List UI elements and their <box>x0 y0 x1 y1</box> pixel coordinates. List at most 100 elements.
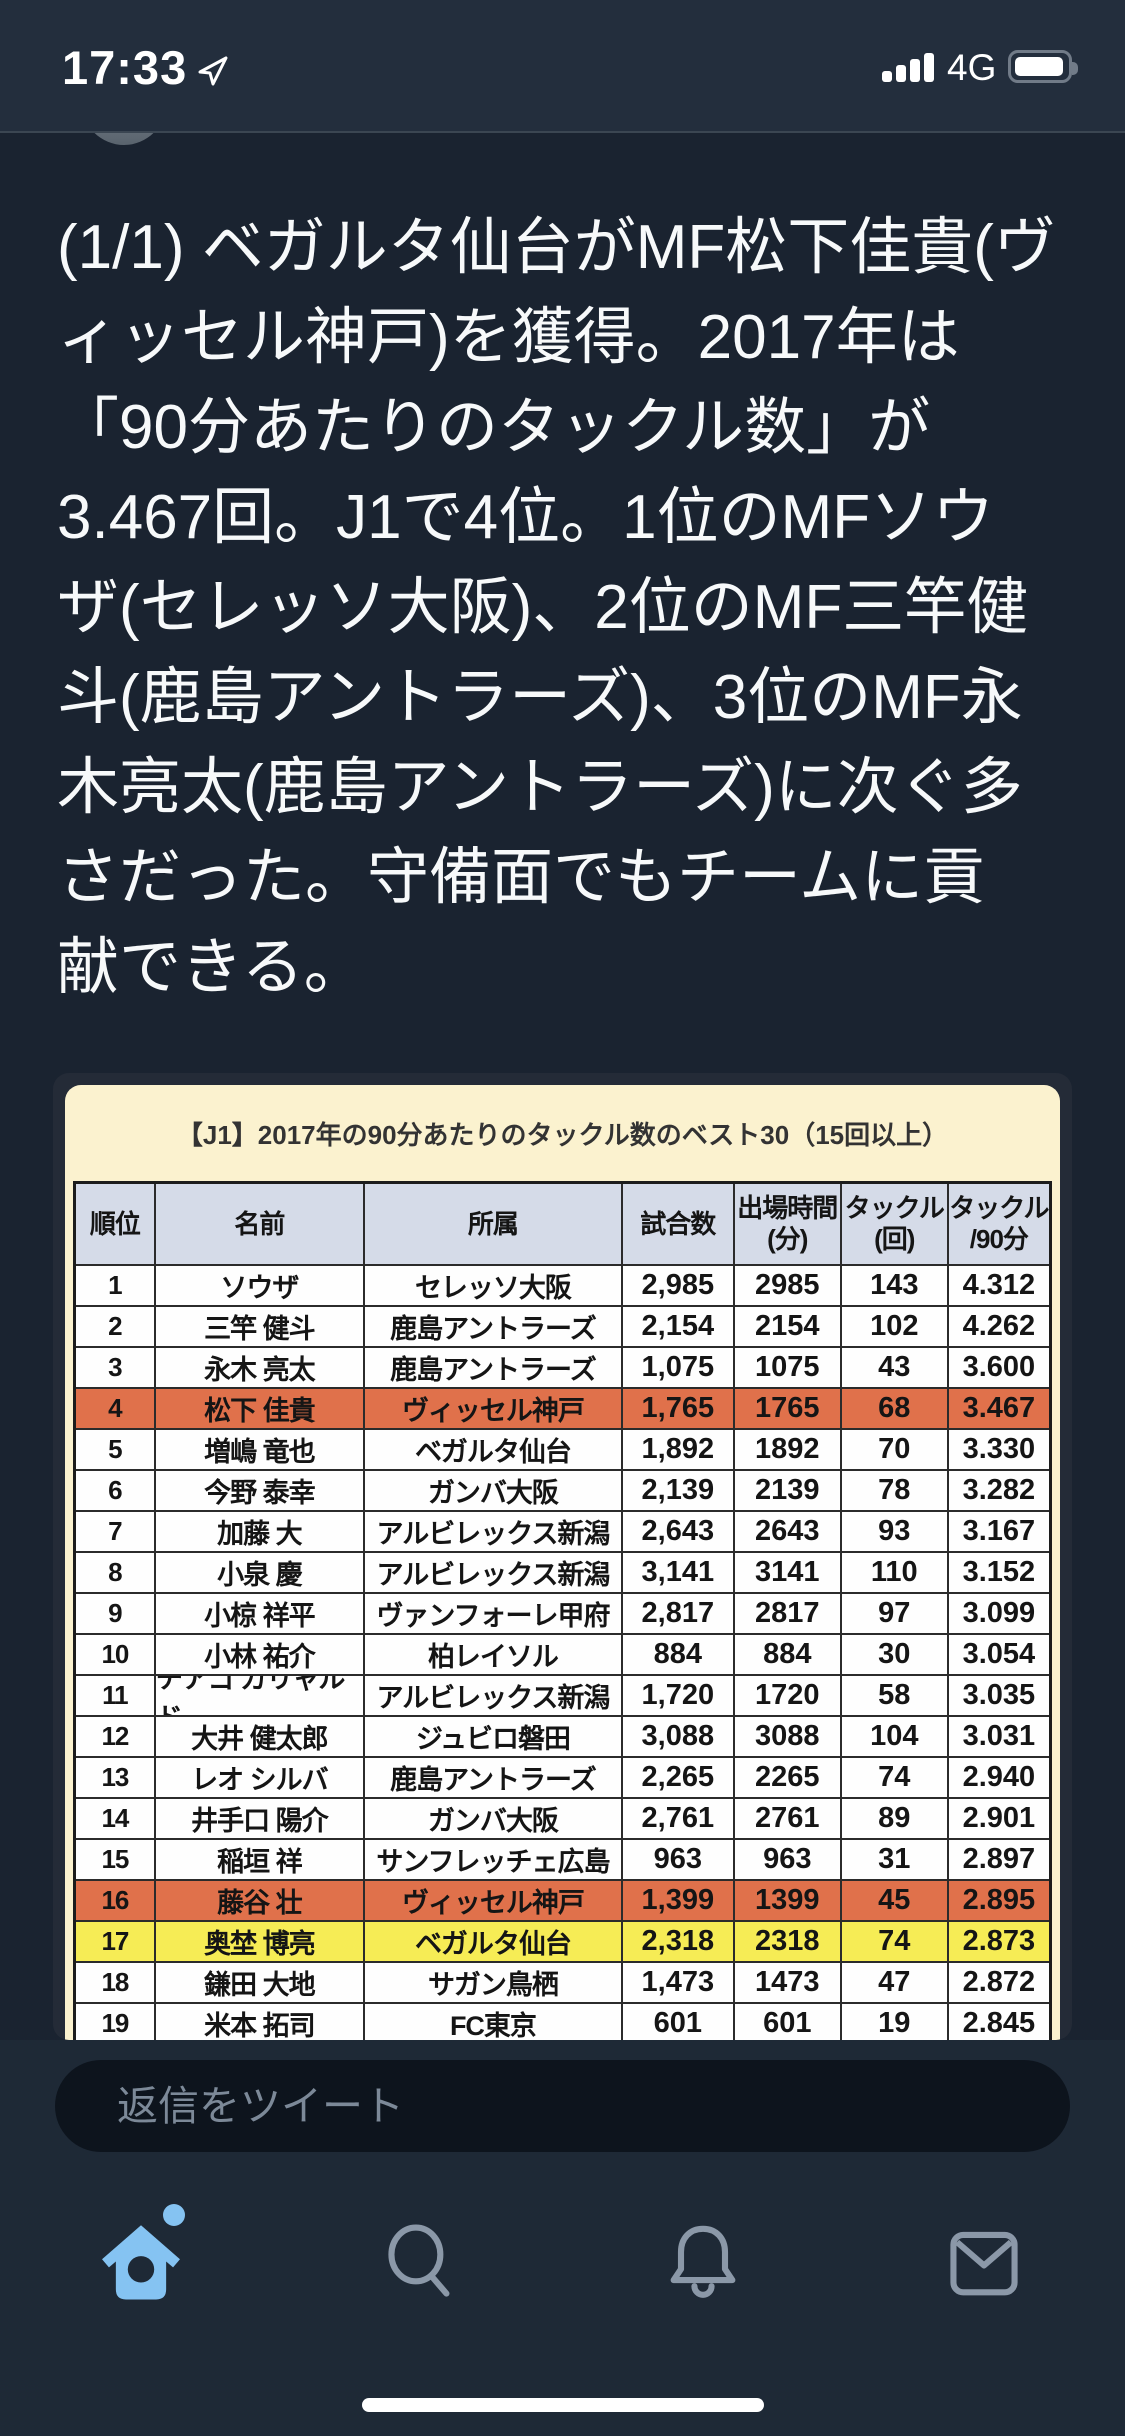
cell-per90: 2.845 <box>946 2004 1049 2040</box>
cell-rank: 15 <box>101 1844 129 1874</box>
header-divider <box>0 131 1125 133</box>
column-header: タックル (回) <box>839 1184 947 1264</box>
battery-icon <box>1008 50 1078 83</box>
cell-rank: 10 <box>101 1639 129 1669</box>
cell-tackles: 19 <box>839 2004 947 2040</box>
table-row: 6 今野 泰幸 ガンバ大阪 2,139 2139 78 3.282 <box>76 1469 1049 1510</box>
cell-tackles: 104 <box>839 1717 947 1756</box>
cell-tackles: 68 <box>839 1389 947 1428</box>
cell-tackles: 58 <box>839 1676 947 1715</box>
cell-tackles: 78 <box>839 1471 947 1510</box>
cell-team: 鹿島アントラーズ <box>363 1758 621 1797</box>
bell-icon <box>670 2225 736 2298</box>
table-row: 19 米本 拓司 FC東京 601 601 19 2.845 <box>76 2002 1049 2040</box>
tweet-text-line: ィッセル神戸)を獲得。2017年は <box>57 303 960 372</box>
table-row: 12 大井 健太郎 ジュビロ磐田 3,088 3088 104 3.031 <box>76 1715 1049 1756</box>
column-header: 出場時間 (分) <box>732 1184 840 1264</box>
search-icon <box>388 2224 450 2297</box>
cell-per90: 3.467 <box>946 1389 1049 1428</box>
cell-matches: 2,643 <box>620 1512 733 1551</box>
home-badge-dot <box>162 2204 185 2226</box>
column-header: 順位 <box>89 1208 141 1239</box>
cell-name: レオ シルバ <box>153 1758 363 1797</box>
cell-matches: 1,399 <box>620 1881 733 1920</box>
tab-messages[interactable] <box>844 2208 1125 2318</box>
cell-rank: 19 <box>101 2008 129 2038</box>
cell-rank: 3 <box>108 1352 122 1382</box>
cell-matches: 3,141 <box>620 1553 733 1592</box>
bottom-bar: 返信をツイート <box>0 2040 1125 2436</box>
cell-per90: 3.167 <box>946 1512 1049 1551</box>
signal-icon <box>882 0 934 82</box>
cell-minutes: 2643 <box>732 1512 840 1551</box>
tab-home[interactable] <box>0 2204 281 2318</box>
tweet-text-line: 「90分あたりのタックル数」が <box>57 393 931 462</box>
battery-fill <box>1015 57 1063 76</box>
cell-minutes: 963 <box>732 1840 840 1879</box>
cell-matches: 1,720 <box>620 1676 733 1715</box>
cell-name: 小泉 慶 <box>153 1553 363 1592</box>
cell-name: ソウザ <box>153 1266 363 1305</box>
reply-input[interactable]: 返信をツイート <box>55 2060 1070 2152</box>
home-indicator[interactable] <box>361 2398 764 2412</box>
cell-matches: 2,985 <box>620 1266 733 1305</box>
cell-name: 永木 亮太 <box>153 1348 363 1387</box>
tab-search[interactable] <box>281 2208 562 2318</box>
cell-tackles: 45 <box>839 1881 947 1920</box>
cell-minutes: 3088 <box>732 1717 840 1756</box>
cell-team: アルビレックス新潟 <box>363 1512 621 1551</box>
table-title: 【J1】2017年の90分あたりのタックル数のベスト30（15回以上） <box>176 1119 949 1150</box>
table-row: 1 ソウザ セレッソ大阪 2,985 2985 143 4.312 <box>76 1264 1049 1305</box>
cell-minutes: 2139 <box>732 1471 840 1510</box>
tweet-text-line: (1/1) ベガルタ仙台がMF松下佳貴(ヴ <box>57 213 1056 282</box>
cell-minutes: 1765 <box>732 1389 840 1428</box>
cell-matches: 1,473 <box>620 1963 733 2002</box>
cell-tackles: 97 <box>839 1594 947 1633</box>
cell-tackles: 30 <box>839 1635 947 1674</box>
cell-team: FC東京 <box>363 2004 621 2040</box>
cell-matches: 2,318 <box>620 1922 733 1961</box>
cell-matches: 1,075 <box>620 1348 733 1387</box>
table-row: 5 増嶋 竜也 ベガルタ仙台 1,892 1892 70 3.330 <box>76 1428 1049 1469</box>
cell-minutes: 2817 <box>732 1594 840 1633</box>
cell-per90: 3.282 <box>946 1471 1049 1510</box>
battery-nub <box>1072 62 1078 75</box>
table-row: 17 奥埜 博亮 ベガルタ仙台 2,318 2318 74 2.873 <box>76 1920 1049 1961</box>
stats-table-body: 1 ソウザ セレッソ大阪 2,985 2985 143 4.312 2 三竿 健斗 鹿島アントラー… <box>76 1264 1049 2040</box>
cell-minutes: 2265 <box>732 1758 840 1797</box>
cell-per90: 3.035 <box>946 1676 1049 1715</box>
cell-team: 鹿島アントラーズ <box>363 1307 621 1346</box>
cell-rank: 14 <box>101 1803 129 1833</box>
cell-rank: 11 <box>102 1680 128 1710</box>
cell-minutes: 1720 <box>732 1676 840 1715</box>
tweet-media-image[interactable]: 【J1】2017年の90分あたりのタックル数のベスト30（15回以上） 順位 名前… <box>53 1073 1072 2040</box>
table-row: 18 鎌田 大地 サガン鳥栖 1,473 1473 47 2.872 <box>76 1961 1049 2002</box>
table-row: 14 井手口 陽介 ガンバ大阪 2,761 2761 89 2.901 <box>76 1797 1049 1838</box>
cell-per90: 3.099 <box>946 1594 1049 1633</box>
cell-team: サガン鳥栖 <box>363 1963 621 2002</box>
cell-per90: 3.054 <box>946 1635 1049 1674</box>
tweet-text-line: 斗(鹿島アントラーズ)、3位のMF永 <box>57 663 1023 732</box>
cell-matches: 2,817 <box>620 1594 733 1633</box>
cell-rank: 7 <box>108 1516 122 1546</box>
cell-team: ヴィッセル神戸 <box>363 1881 621 1920</box>
home-icon <box>101 2225 180 2300</box>
tweet-text-line: 献できる。 <box>57 933 366 1002</box>
cell-team: アルビレックス新潟 <box>363 1553 621 1592</box>
tab-notifications[interactable] <box>563 2208 844 2318</box>
cell-per90: 2.895 <box>946 1881 1049 1920</box>
network-label: 4G <box>947 47 997 88</box>
cell-team: アルビレックス新潟 <box>363 1676 621 1715</box>
cell-minutes: 2154 <box>732 1307 840 1346</box>
table-row: 7 加藤 大アルビレックス新潟 2,643 2643 93 3.167 <box>76 1510 1049 1551</box>
status-bar: 17:33 4G <box>0 0 1125 131</box>
cell-tackles: 74 <box>839 1922 947 1961</box>
cell-per90: 2.872 <box>946 1963 1049 2002</box>
table-row: 4 松下 佳貴 ヴィッセル神戸 1,765 1765 68 3.467 <box>76 1387 1049 1428</box>
cell-rank: 13 <box>101 1762 129 1792</box>
table-header-row: 順位 名前 所属 試合数 出場時間 (分) タックル (回) タックル /90分 <box>76 1184 1049 1264</box>
cell-team: ガンバ大阪 <box>363 1799 621 1838</box>
cell-name: 井手口 陽介 <box>153 1799 363 1838</box>
cell-team: セレッソ大阪 <box>363 1266 621 1305</box>
